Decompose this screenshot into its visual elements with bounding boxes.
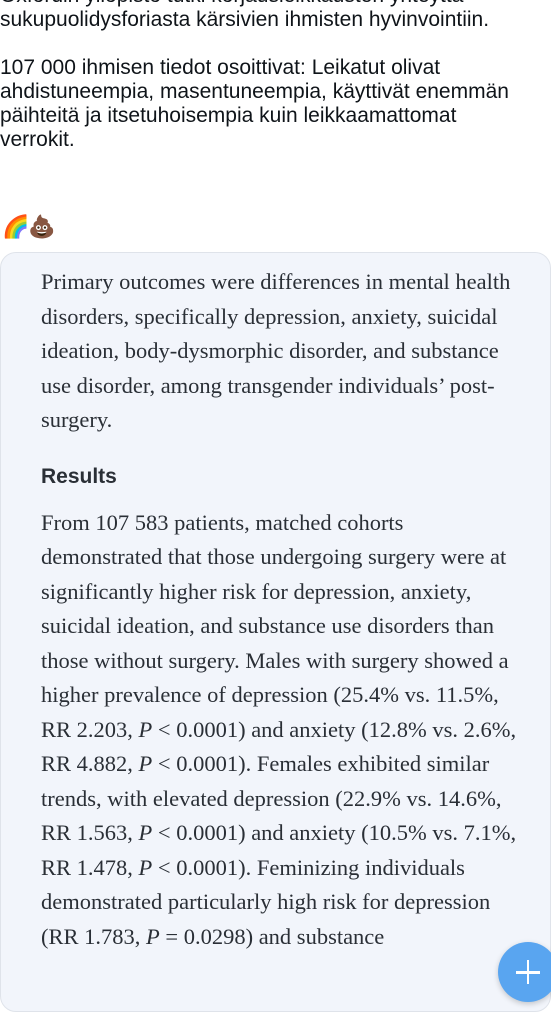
- results-paragraph: From 107 583 patients, matched cohorts d…: [41, 506, 521, 955]
- post-text: Oxfordin yliopisto tutki korjausleikkaus…: [0, 0, 540, 176]
- p-value-label: P: [138, 716, 153, 742]
- compose-fab-button[interactable]: [498, 942, 551, 1002]
- results-heading: Results: [41, 464, 117, 488]
- p-value-label: P: [138, 751, 153, 776]
- results-text-6: = 0.0298) and substance: [159, 923, 385, 949]
- results-text-3: < 0.0001). Females exhibited similar tre…: [41, 751, 502, 845]
- results-text-5: < 0.0001). Feminizing individuals demons…: [41, 854, 491, 949]
- abstract-text: Primary outcomes were differences in men…: [41, 265, 521, 954]
- emoji-row: 🌈💩: [2, 214, 56, 242]
- rainbow-emoji: 🌈: [2, 215, 30, 240]
- post-paragraph-1: Oxfordin yliopisto tutki korjausleikkaus…: [0, 0, 490, 31]
- quoted-abstract-card[interactable]: Primary outcomes were differences in men…: [0, 252, 551, 1012]
- results-text-4: < 0.0001) and anxiety (10.5% vs. 7.1%, R…: [41, 820, 517, 880]
- p-value-label: P: [138, 820, 153, 845]
- results-text-2: < 0.0001) and anxiety (12.8% vs. 2.6%, R…: [41, 716, 517, 777]
- post-paragraph-2: 107 000 ihmisen tiedot osoittivat: Leika…: [0, 56, 509, 151]
- results-text-1: From 107 583 patients, matched cohorts d…: [41, 509, 509, 742]
- pile-of-poo-emoji: 💩: [28, 215, 56, 240]
- p-value-label: P: [138, 854, 153, 880]
- p-value-label: P: [146, 923, 160, 949]
- primary-outcomes-paragraph: Primary outcomes were differences in men…: [41, 269, 511, 432]
